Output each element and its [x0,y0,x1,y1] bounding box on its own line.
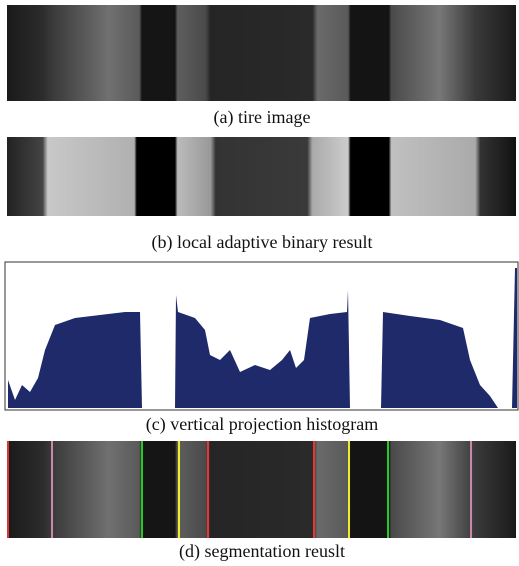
tire-image [7,5,516,101]
histogram [8,268,517,408]
caption: (c) vertical projection histogram [146,414,378,435]
caption: (a) tire image [214,107,311,128]
binary-image [7,137,516,216]
caption: (b) local adaptive binary result [152,232,373,253]
caption: (d) segmentation reuslt [179,541,345,562]
segmented-image [7,441,516,538]
segment-lines [7,441,472,538]
